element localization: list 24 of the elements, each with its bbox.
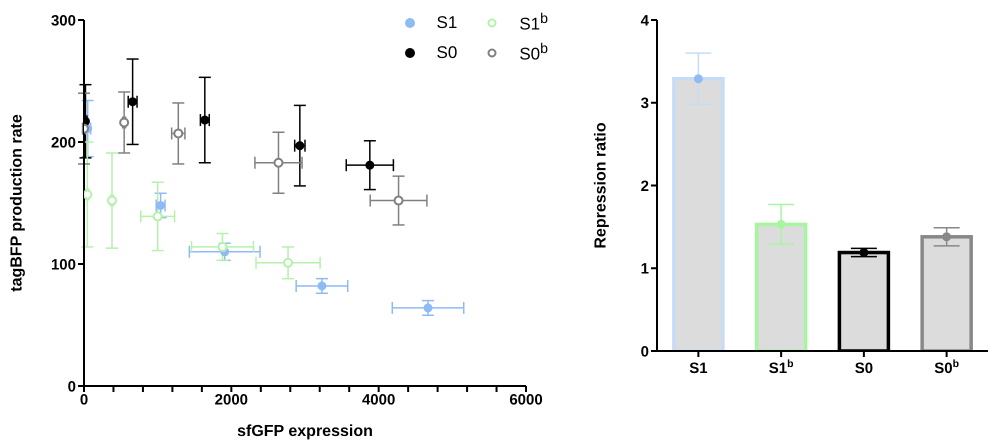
legend-label: S1$^{b}$ [519,11,548,35]
y-tick-label: 200 [50,134,76,152]
x-tick-label: S1$^{b}$ [768,358,794,377]
y-tick-label: 100 [50,256,76,274]
y-tick-label: 1 [640,260,649,278]
x-tick-label: S0 [854,360,874,377]
x-tick-label: S0$^{b}$ [934,358,960,377]
legend-label: S0$^{b}$ [519,41,548,65]
x-axis-title: sfGFP expression [237,423,373,440]
legend-label: S0 [436,43,458,63]
y-tick-label: 300 [50,12,76,30]
y-tick-label: 0 [68,378,76,396]
y-axis-title: tagBFP production rate [8,114,26,292]
y-tick-label: 0 [640,343,649,360]
y-tick-label: 2 [640,178,649,195]
x-tick-label: S1 [689,360,708,377]
x-tick-label: 0 [80,392,88,409]
legend-label: S1 [436,13,458,33]
x-tick-label: 4000 [362,392,396,409]
y-tick-label: 4 [640,12,650,30]
x-tick-label: 6000 [509,392,543,409]
x-tick-label: 2000 [214,392,248,409]
y-axis-title: Repression ratio [592,122,610,249]
y-tick-label: 3 [640,95,649,112]
